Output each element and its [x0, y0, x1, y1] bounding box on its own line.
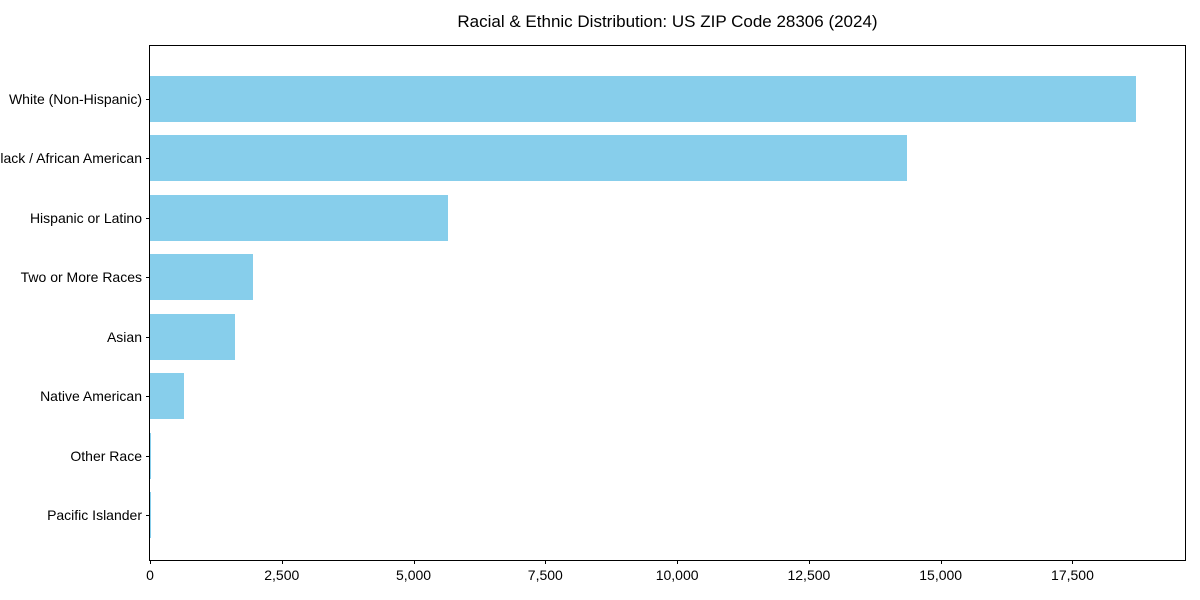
y-tick-mark: [146, 99, 150, 100]
x-tick-label: 15,000: [919, 567, 963, 583]
y-tick-label: Hispanic or Latino: [29, 209, 142, 226]
x-tick-mark: [545, 560, 547, 564]
x-tick-mark: [281, 560, 283, 564]
y-tick-label: Other Race: [70, 447, 142, 464]
bar-native-american: [150, 373, 184, 420]
bar-asian: [150, 313, 235, 360]
bar-other-race: [150, 432, 151, 479]
y-tick-label: Pacific Islander: [47, 507, 142, 523]
x-tick-mark: [808, 560, 810, 564]
y-tick-mark: [146, 455, 150, 457]
y-tick-mark: [146, 396, 150, 398]
x-tick-mark: [150, 560, 151, 564]
x-tick-mark: [1072, 560, 1074, 564]
y-tick-label: Two or More Races: [20, 269, 142, 286]
x-tick-label: 5,000: [396, 567, 432, 583]
x-tick-label: 2,500: [264, 567, 300, 583]
y-tick-mark: [146, 217, 150, 219]
y-tick-label: Asian: [106, 328, 142, 345]
y-tick-mark: [146, 277, 150, 279]
x-tick-label: 7,500: [527, 567, 563, 583]
y-tick-label: Black / African American: [0, 150, 142, 167]
x-tick-mark: [677, 560, 679, 564]
x-tick-mark: [940, 560, 942, 564]
y-tick-mark: [146, 515, 150, 516]
x-tick-label: 17,500: [1051, 567, 1094, 583]
x-tick-label: 12,500: [787, 567, 831, 583]
y-tick-mark: [146, 336, 150, 338]
x-tick-mark: [413, 560, 415, 564]
y-tick-label: White (Non-Hispanic): [8, 91, 142, 107]
bar-hispanic-or-latino: [150, 194, 448, 241]
bar-black-african-american: [150, 135, 907, 182]
y-tick-mark: [146, 158, 150, 160]
x-tick-label: 10,000: [655, 567, 699, 583]
bar-white-non-hispanic: [150, 76, 1136, 122]
y-tick-label: Native American: [40, 388, 142, 405]
x-tick-label: 0: [146, 567, 154, 583]
bar-two-or-more-races: [150, 254, 253, 301]
bar-pacific-islander: [150, 492, 151, 538]
chart-title: Racial & Ethnic Distribution: US ZIP Cod…: [457, 12, 878, 31]
plot-area: White (Non-Hispanic) Black / African Amer…: [0, 45, 1186, 583]
